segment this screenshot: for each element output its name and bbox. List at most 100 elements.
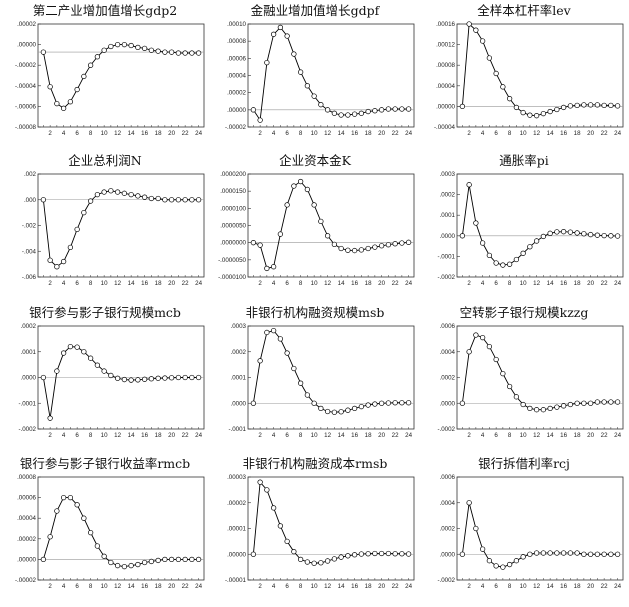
y-tick-label: -.006 xyxy=(22,274,37,281)
y-tick-label: .00001 xyxy=(227,526,246,533)
data-point xyxy=(581,551,587,557)
data-point xyxy=(520,250,526,256)
data-point xyxy=(560,550,567,556)
plot-frame xyxy=(456,173,624,278)
data-point xyxy=(614,399,621,405)
data-point xyxy=(378,243,385,249)
data-point xyxy=(567,103,574,109)
y-tick-label: -.0002 xyxy=(18,426,36,433)
data-point xyxy=(121,563,128,570)
x-tick-label: 20 xyxy=(587,280,594,287)
y-tick-label: .00012 xyxy=(436,42,455,49)
x-tick-label: 6 xyxy=(494,583,498,590)
data-point xyxy=(284,202,290,208)
data-point xyxy=(520,554,526,560)
chart-title: 空转影子银行规模kzzg xyxy=(459,305,589,320)
data-point xyxy=(567,401,574,408)
x-tick-label: 22 xyxy=(182,280,189,287)
x-tick-label: 12 xyxy=(324,130,331,137)
x-tick-label: 10 xyxy=(520,432,527,439)
data-point xyxy=(47,415,53,421)
x-tick-label: 22 xyxy=(601,280,608,287)
x-tick-label: 20 xyxy=(168,280,175,287)
y-tick-label: .0000150 xyxy=(220,188,246,195)
data-point xyxy=(74,86,80,93)
data-point xyxy=(270,327,277,334)
data-point xyxy=(574,400,580,406)
data-point xyxy=(291,549,297,555)
data-point xyxy=(168,375,175,381)
y-tick-label: .0004 xyxy=(440,349,456,356)
chart-title: 非银行机构融资规模msb xyxy=(245,305,385,320)
data-point xyxy=(141,559,148,566)
data-point xyxy=(547,108,553,115)
chart-title: 全样本杠杆率lev xyxy=(477,3,571,18)
data-point xyxy=(155,48,161,54)
x-tick-label: 16 xyxy=(351,583,358,590)
chart-svg: .00002 .00000 -.00002 -.00004 -.00006 -.00008… xyxy=(15,21,205,137)
plot-frame xyxy=(247,325,415,430)
data-point xyxy=(162,197,168,203)
data-point xyxy=(195,374,202,381)
data-point xyxy=(40,197,47,203)
x-tick-label: 8 xyxy=(299,130,303,137)
x-tick-label: 6 xyxy=(285,583,289,590)
data-point xyxy=(67,99,74,105)
x-tick-label: 24 xyxy=(614,130,621,137)
x-tick-label: 14 xyxy=(128,130,135,137)
x-tick-label: 4 xyxy=(481,130,485,137)
x-tick-label: 16 xyxy=(351,280,358,287)
data-point xyxy=(60,105,67,111)
data-point xyxy=(121,376,128,383)
x-tick-label: 10 xyxy=(101,432,108,439)
chart-svg: .0003.0002.0001.0000-.00012 4 6 8 10 12 14 16 18… xyxy=(228,323,415,439)
y-tick-label: -.00002 xyxy=(225,124,247,131)
chart-title: 银行参与影子银行收益率rmcb xyxy=(19,456,191,471)
y-tick-label: .0002 xyxy=(440,526,456,533)
y-tick-label: .0002 xyxy=(21,323,37,330)
data-point xyxy=(128,191,134,198)
x-tick-label: 10 xyxy=(520,583,527,590)
data-point xyxy=(162,556,168,563)
data-point xyxy=(304,559,311,565)
x-tick-label: 2 xyxy=(258,130,262,137)
data-point xyxy=(601,551,607,557)
series-line xyxy=(253,26,409,122)
x-tick-label: 6 xyxy=(285,130,289,137)
y-tick-label: .0000 xyxy=(440,233,456,240)
data-point xyxy=(520,401,526,408)
data-point xyxy=(101,368,107,374)
x-tick-label: 2 xyxy=(258,583,262,590)
x-tick-label: 18 xyxy=(365,583,372,590)
plot-frame xyxy=(456,23,624,128)
data-point xyxy=(473,220,479,226)
data-point xyxy=(155,195,161,202)
data-point xyxy=(114,562,121,569)
data-point xyxy=(277,336,284,342)
plot-frame xyxy=(456,325,624,430)
data-point xyxy=(277,523,284,529)
data-point xyxy=(405,106,412,112)
data-point xyxy=(601,102,607,109)
y-tick-label: .0000200 xyxy=(220,171,246,178)
data-point xyxy=(74,502,80,508)
x-tick-label: 24 xyxy=(195,130,202,137)
x-tick-label: 6 xyxy=(75,583,79,590)
x-tick-label: 14 xyxy=(338,130,345,137)
x-tick-label: 4 xyxy=(481,280,485,287)
data-point xyxy=(148,376,155,382)
data-point xyxy=(67,343,74,350)
data-point xyxy=(338,554,344,560)
data-point xyxy=(587,400,594,406)
x-tick-label: 18 xyxy=(365,130,372,137)
data-point xyxy=(594,399,601,405)
chart-panel: 非银行机构融资规模msb .0003.0002.0001.0000 -.0001 2 4… xyxy=(210,302,420,454)
data-point xyxy=(560,403,567,409)
x-tick-label: 24 xyxy=(195,583,202,590)
data-point xyxy=(594,551,601,557)
data-point xyxy=(372,550,378,557)
data-point xyxy=(47,84,53,90)
